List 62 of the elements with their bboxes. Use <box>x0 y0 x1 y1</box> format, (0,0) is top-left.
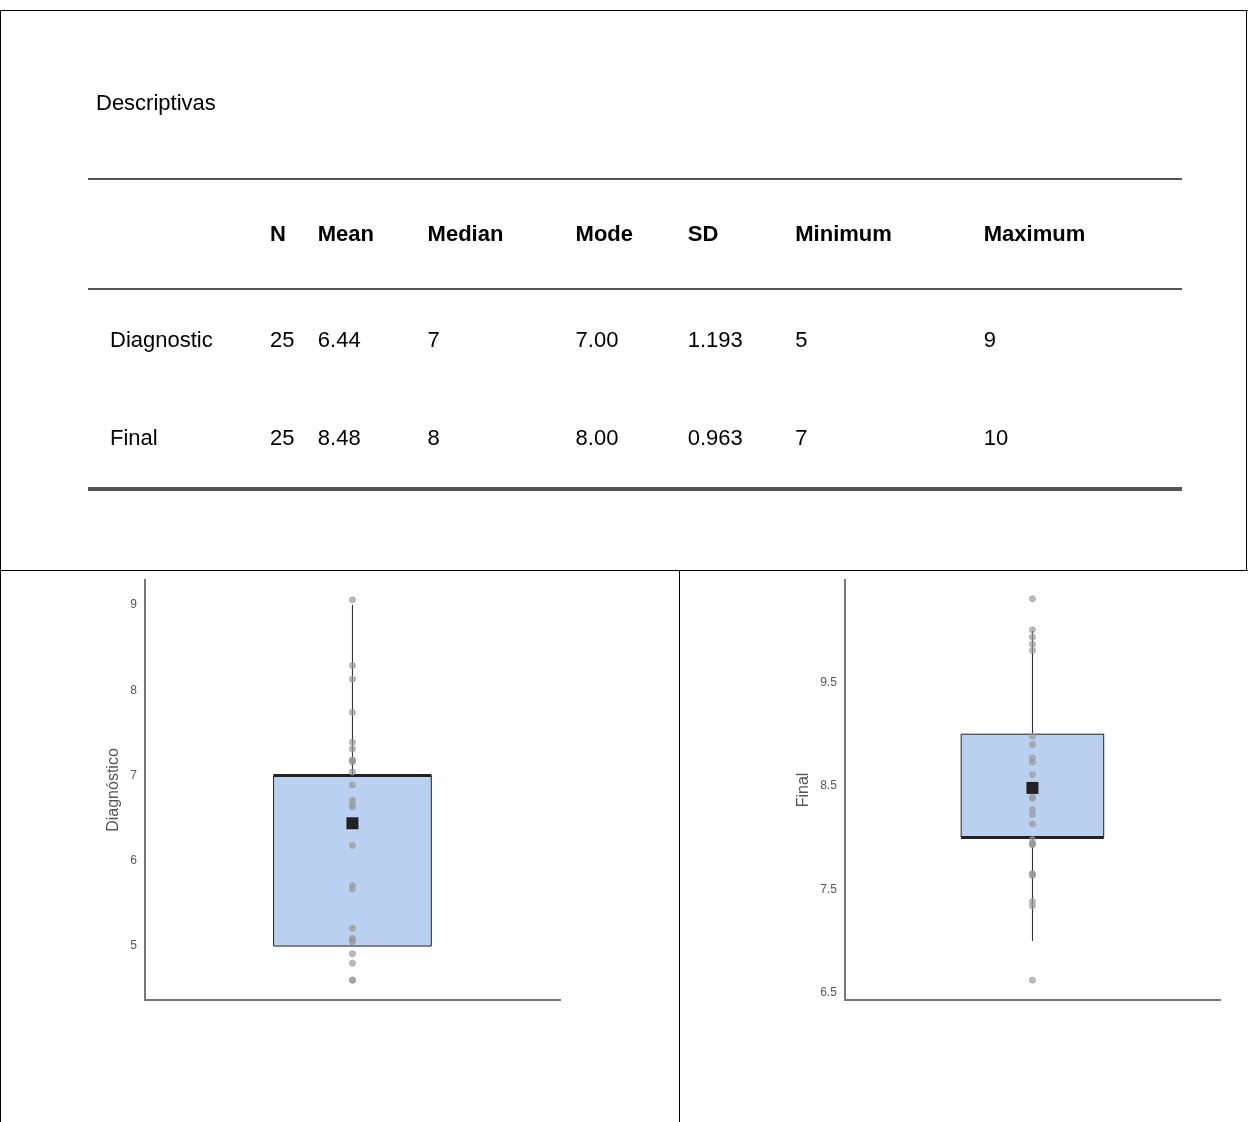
point <box>1028 820 1036 828</box>
text: 8.00 <box>575 425 619 450</box>
category-label: Minimum <box>795 179 984 289</box>
y-tick-label: 6.5 <box>820 984 838 999</box>
category-label: Diagnostic <box>110 326 213 352</box>
text: 1.193 <box>687 326 743 352</box>
point <box>1028 806 1036 814</box>
point <box>1028 732 1036 740</box>
point <box>1028 640 1036 648</box>
text: 8 <box>427 425 440 450</box>
point <box>1028 902 1036 910</box>
point <box>1028 811 1036 819</box>
point <box>348 675 356 683</box>
y-tick-label: 5 <box>130 938 138 953</box>
category-label: N <box>270 179 318 289</box>
category-label: Final <box>110 425 158 450</box>
point <box>348 596 356 604</box>
point <box>1028 771 1036 778</box>
point <box>1028 741 1036 749</box>
text: 6.44 <box>317 326 361 352</box>
category-label: Median <box>427 179 576 289</box>
point <box>1028 633 1036 641</box>
point <box>348 745 356 753</box>
text: 25 <box>270 326 295 352</box>
text: 7 <box>427 326 440 352</box>
point <box>348 708 356 716</box>
point <box>348 924 356 932</box>
text: 10 <box>983 425 1009 450</box>
category-label: Maximum <box>983 179 1182 289</box>
point <box>348 781 356 789</box>
point <box>348 768 356 776</box>
category-label: SD <box>687 179 796 289</box>
point <box>348 885 356 893</box>
y-axis-title: Diagnóstico <box>104 748 122 832</box>
y-tick-label: 7.5 <box>820 881 838 896</box>
point <box>348 661 356 669</box>
point <box>348 959 356 967</box>
category-label: Mean <box>317 179 428 289</box>
point <box>348 841 356 849</box>
y-tick-label: 8 <box>130 682 138 697</box>
text: 9 <box>983 326 997 352</box>
y-axis-title: Final <box>794 772 812 808</box>
category-label: Mode <box>575 179 688 289</box>
text: 0.963 <box>687 425 743 450</box>
point <box>1028 626 1036 634</box>
y-tick-label: 7 <box>130 767 138 782</box>
y-tick-label: 9 <box>130 597 138 612</box>
text: 7.00 <box>575 326 619 352</box>
text: 5 <box>795 326 808 352</box>
text: 25 <box>270 425 295 450</box>
point <box>348 950 356 958</box>
text: 8.48 <box>317 425 361 450</box>
point <box>1028 976 1036 984</box>
text: 7 <box>795 425 808 450</box>
y-tick-label: 9.5 <box>820 674 838 689</box>
y-tick-label: 6 <box>130 853 138 868</box>
text: Descriptivas <box>96 90 217 116</box>
point <box>348 738 356 746</box>
point <box>1028 595 1036 603</box>
point <box>1028 758 1036 766</box>
point <box>1028 646 1036 654</box>
y-tick-label: 8.5 <box>820 778 838 793</box>
